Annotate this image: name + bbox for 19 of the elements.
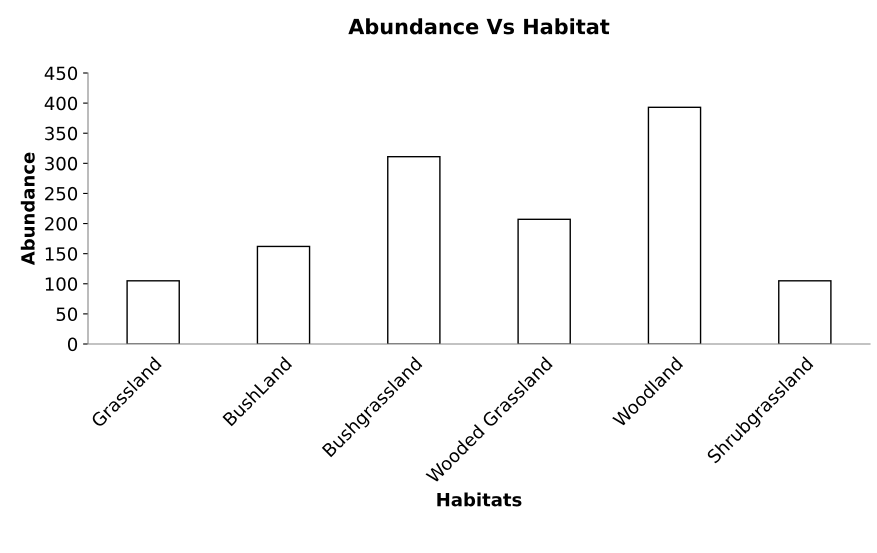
y-tick-label: 50 (56, 307, 78, 322)
y-axis-title: Abundance (20, 152, 35, 266)
y-tick-label: 150 (46, 247, 78, 261)
bar (256, 246, 310, 344)
x-axis-title: Habitats (437, 492, 522, 506)
chart-title: Abundance Vs Habitat (348, 18, 610, 34)
bar (126, 280, 180, 344)
y-tick-label: 200 (45, 217, 78, 231)
y-tick-label: 100 (46, 277, 78, 291)
y-tick-label: 250 (45, 186, 78, 201)
y-tick-label: 350 (45, 126, 78, 140)
y-tick-label: 0 (68, 337, 78, 352)
y-tick-label: 400 (44, 96, 78, 110)
bar (778, 280, 832, 344)
bar (387, 156, 441, 344)
bar (517, 218, 571, 344)
y-tick-label: 300 (45, 156, 78, 170)
bar (648, 106, 702, 344)
y-tick-label: 450 (44, 66, 78, 80)
